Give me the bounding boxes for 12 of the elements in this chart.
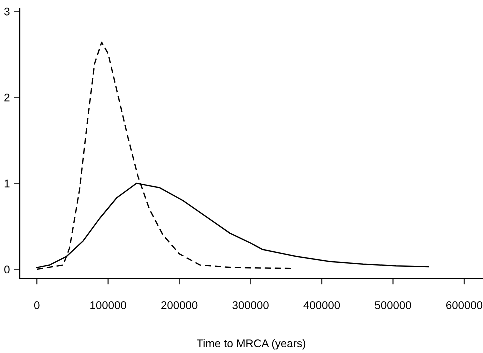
x-axis-title: Time to MRCA (years) bbox=[197, 339, 306, 350]
x-tick-label: 500000 bbox=[375, 302, 412, 310]
x-tick-label: 400000 bbox=[304, 302, 340, 310]
y-tick-label: 1 bbox=[4, 180, 10, 188]
x-tick-label: 100000 bbox=[90, 302, 126, 310]
y-tick-label: 2 bbox=[4, 94, 10, 102]
x-tick-label: 200000 bbox=[162, 302, 198, 310]
x-tick-label: 600000 bbox=[446, 302, 483, 310]
y-tick-label: 0 bbox=[4, 266, 10, 274]
y-tick-label: 3 bbox=[4, 8, 10, 16]
x-tick-label: 0 bbox=[34, 302, 40, 310]
x-tick-label: 300000 bbox=[232, 302, 269, 310]
